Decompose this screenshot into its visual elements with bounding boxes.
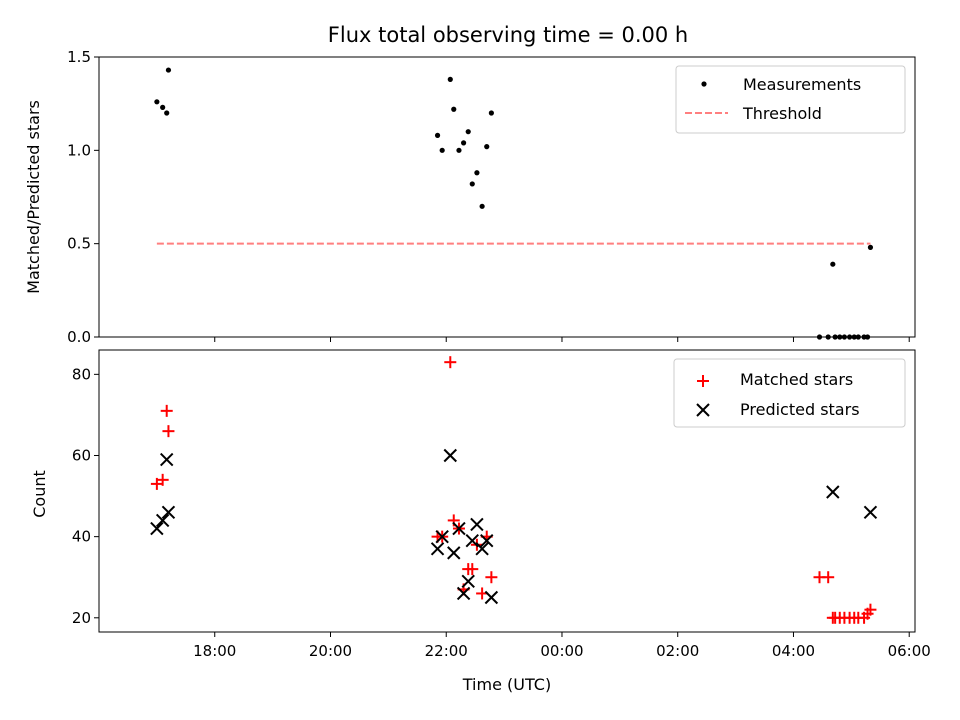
x-tick-label: 00:00 <box>540 642 583 660</box>
predicted-stars-point <box>475 542 489 556</box>
measurements-point <box>479 203 485 209</box>
predicted-stars-point <box>452 521 466 536</box>
top-y-axis-label: Matched/Predicted stars <box>24 100 43 294</box>
measurements-point <box>484 144 490 150</box>
measurements-point <box>465 129 471 135</box>
predicted-stars-point <box>447 546 461 560</box>
predicted-stars-point <box>456 586 471 601</box>
matched-stars-point <box>160 404 173 417</box>
matched-stars-point <box>466 563 479 576</box>
top-panel-ticks: 0.0 0.5 1.0 1.5 <box>67 48 910 346</box>
measurements-point <box>469 181 475 187</box>
top-panel-marks <box>154 67 874 340</box>
measurements-point <box>447 76 453 82</box>
measurements-point <box>867 244 874 250</box>
x-tick-label: 06:00 <box>888 642 931 660</box>
matched-stars-point <box>162 425 175 438</box>
x-tick-label: 20:00 <box>309 642 352 660</box>
bottom-legend-box <box>673 358 906 428</box>
matched-stars-point <box>485 571 498 584</box>
matched-stars-point <box>822 571 835 584</box>
bottom-panel-ticks: 20 40 60 80 18:00 20:00 22:00 00:00 02:00 04:00 06… <box>72 365 931 660</box>
x-tick-label: 04:00 <box>772 642 815 660</box>
measurements-point <box>456 147 462 153</box>
y-tick-label: 0.5 <box>67 235 91 253</box>
measurements-point <box>165 67 172 73</box>
measurements-point <box>830 261 836 267</box>
top-panel: 0.0 0.5 1.0 1.5 Matched/Predicted stars Mea… <box>24 48 916 346</box>
legend-matched-marker <box>697 375 709 387</box>
matched-stars-point <box>156 473 169 486</box>
legend-predicted-marker <box>696 403 710 417</box>
predicted-stars-point <box>826 485 840 499</box>
legend-measurements-label: Measurements <box>743 75 861 94</box>
bottom-panel-frame <box>98 349 916 633</box>
predicted-stars-point <box>430 542 445 556</box>
predicted-stars-point <box>484 590 499 605</box>
bottom-legend: Matched stars Predicted stars <box>673 358 906 428</box>
predicted-stars-point <box>150 521 164 536</box>
predicted-stars-point <box>160 452 174 467</box>
measurements-point <box>160 104 166 110</box>
legend-measurements-marker <box>701 81 707 87</box>
x-axis-label: Time (UTC) <box>462 675 551 694</box>
measurements-point <box>460 140 467 146</box>
legend-predicted-label: Predicted stars <box>740 400 860 419</box>
bottom-panel: 20 40 60 80 18:00 20:00 22:00 00:00 02:00 04:00 06… <box>30 349 931 694</box>
matched-stars-point <box>444 356 457 369</box>
legend-threshold-label: Threshold <box>742 104 822 123</box>
chart-title: Flux total observing time = 0.00 h <box>328 23 688 47</box>
y-tick-label: 0.0 <box>67 328 91 346</box>
predicted-stars-point <box>863 505 878 520</box>
predicted-stars-point <box>443 448 457 463</box>
y-tick-label: 20 <box>72 609 91 627</box>
bottom-panel-marks <box>150 356 878 624</box>
bottom-y-axis-label: Count <box>30 470 49 518</box>
legend-matched-label: Matched stars <box>740 370 853 389</box>
matched-stars-point <box>864 603 877 616</box>
predicted-stars-point <box>161 505 176 520</box>
measurements-point <box>164 110 170 116</box>
measurements-point <box>474 170 480 176</box>
predicted-stars-point <box>470 517 484 532</box>
predicted-stars-point <box>480 533 494 548</box>
top-panel-frame <box>98 56 916 338</box>
measurements-point <box>154 99 160 105</box>
predicted-stars-point <box>435 529 449 544</box>
measurements-point <box>488 110 494 116</box>
measurements-point <box>451 106 457 112</box>
x-tick-label: 18:00 <box>193 642 236 660</box>
y-tick-label: 80 <box>72 365 91 383</box>
top-legend-box <box>675 65 906 134</box>
y-tick-label: 1.5 <box>67 48 91 66</box>
predicted-stars-point <box>461 574 475 588</box>
measurements-point <box>439 147 445 153</box>
y-tick-label: 40 <box>72 528 91 546</box>
y-tick-label: 60 <box>72 446 91 464</box>
predicted-stars-point <box>465 533 479 548</box>
top-legend: Measurements Threshold <box>675 65 906 134</box>
y-tick-label: 1.0 <box>67 141 91 159</box>
measurements-point <box>434 132 441 138</box>
predicted-stars-point <box>155 513 170 528</box>
x-tick-label: 02:00 <box>656 642 699 660</box>
x-tick-label: 22:00 <box>425 642 468 660</box>
